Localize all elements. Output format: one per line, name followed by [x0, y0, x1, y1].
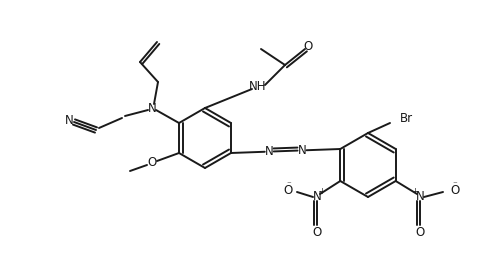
Text: N: N: [64, 114, 73, 126]
Text: O: O: [415, 225, 425, 238]
Text: O: O: [284, 183, 293, 197]
Text: ⁻: ⁻: [286, 180, 291, 189]
Text: O: O: [312, 225, 321, 238]
Text: N: N: [415, 190, 425, 204]
Text: +: +: [318, 188, 325, 197]
Text: ⁻: ⁻: [452, 180, 457, 189]
Text: O: O: [450, 183, 459, 197]
Text: +: +: [411, 188, 418, 197]
Text: O: O: [303, 41, 313, 53]
Text: Br: Br: [400, 112, 413, 124]
Text: N: N: [147, 102, 156, 115]
Text: N: N: [298, 144, 306, 157]
Text: N: N: [265, 145, 274, 158]
Text: O: O: [147, 157, 156, 170]
Text: N: N: [313, 190, 321, 204]
Text: NH: NH: [249, 80, 267, 94]
